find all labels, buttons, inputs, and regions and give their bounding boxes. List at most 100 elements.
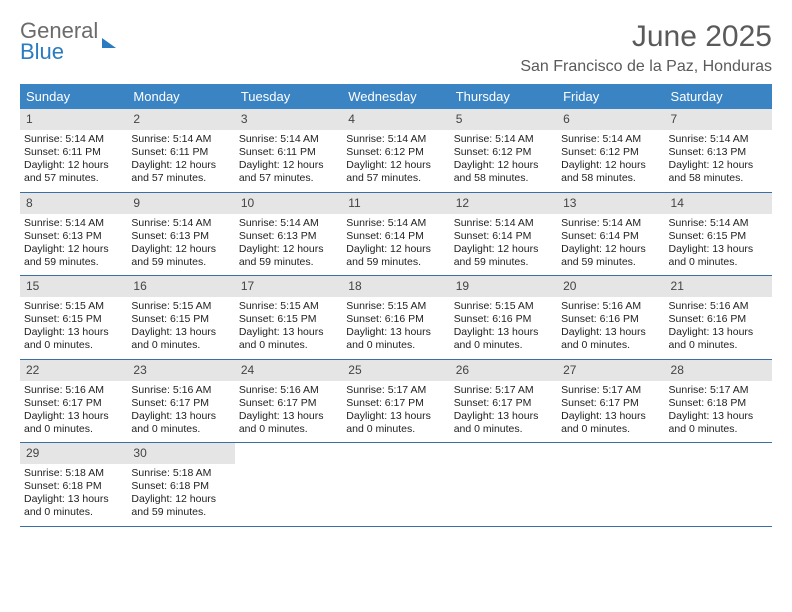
day-cell [665,443,772,526]
day-body: Sunrise: 5:17 AMSunset: 6:17 PMDaylight:… [557,384,664,437]
sunset-line: Sunset: 6:17 PM [454,397,553,410]
day-body: Sunrise: 5:14 AMSunset: 6:14 PMDaylight:… [342,217,449,270]
sunset-line: Sunset: 6:15 PM [131,313,230,326]
day-number: 5 [450,109,557,130]
sunrise-line: Sunrise: 5:14 AM [24,217,123,230]
dow-sunday: Sunday [20,84,127,109]
day-cell: 14Sunrise: 5:14 AMSunset: 6:15 PMDayligh… [665,193,772,276]
daylight-line: Daylight: 13 hours and 0 minutes. [346,410,445,436]
sunset-line: Sunset: 6:18 PM [131,480,230,493]
day-cell: 4Sunrise: 5:14 AMSunset: 6:12 PMDaylight… [342,109,449,192]
day-cell [557,443,664,526]
daylight-line: Daylight: 13 hours and 0 minutes. [239,410,338,436]
sunrise-line: Sunrise: 5:18 AM [24,467,123,480]
day-cell: 30Sunrise: 5:18 AMSunset: 6:18 PMDayligh… [127,443,234,526]
sunrise-line: Sunrise: 5:15 AM [239,300,338,313]
sunrise-line: Sunrise: 5:14 AM [239,133,338,146]
sunrise-line: Sunrise: 5:16 AM [669,300,768,313]
daylight-line: Daylight: 12 hours and 57 minutes. [24,159,123,185]
day-body: Sunrise: 5:17 AMSunset: 6:17 PMDaylight:… [450,384,557,437]
daylight-line: Daylight: 13 hours and 0 minutes. [561,410,660,436]
day-number: 10 [235,193,342,214]
sunrise-line: Sunrise: 5:14 AM [669,217,768,230]
day-body: Sunrise: 5:17 AMSunset: 6:17 PMDaylight:… [342,384,449,437]
daylight-line: Daylight: 12 hours and 59 minutes. [131,243,230,269]
day-body: Sunrise: 5:14 AMSunset: 6:12 PMDaylight:… [450,133,557,186]
sunset-line: Sunset: 6:15 PM [239,313,338,326]
day-cell: 10 Sunrise: 5:14 AMSunset: 6:13 PMDayligh… [235,193,342,276]
day-number: 4 [342,109,449,130]
day-number: 27 [557,360,664,381]
sunrise-line: Sunrise: 5:14 AM [346,133,445,146]
day-body: Sunrise: 5:14 AMSunset: 6:13 PMDaylight:… [235,217,342,270]
sunrise-line: Sunrise: 5:14 AM [131,217,230,230]
day-of-week-row: Sunday Monday Tuesday Wednesday Thursday… [20,84,772,109]
day-cell: 20Sunrise: 5:16 AMSunset: 6:16 PMDayligh… [557,276,664,359]
title-block: June 2025 San Francisco de la Paz, Hondu… [520,20,772,76]
day-number: 29 [20,443,127,464]
sunrise-line: Sunrise: 5:14 AM [131,133,230,146]
day-body: Sunrise: 5:15 AMSunset: 6:15 PMDaylight:… [127,300,234,353]
brand-text: General Blue [20,20,98,63]
day-number: 18 [342,276,449,297]
sunrise-line: Sunrise: 5:16 AM [239,384,338,397]
sunset-line: Sunset: 6:17 PM [24,397,123,410]
sunrise-line: Sunrise: 5:15 AM [346,300,445,313]
daylight-line: Daylight: 13 hours and 0 minutes. [561,326,660,352]
day-cell: 21 Sunrise: 5:16 AMSunset: 6:16 PMDayligh… [665,276,772,359]
sunrise-line: Sunrise: 5:14 AM [454,133,553,146]
day-cell: 28Sunrise: 5:17 AMSunset: 6:18 PMDayligh… [665,360,772,443]
daylight-line: Daylight: 13 hours and 0 minutes. [239,326,338,352]
day-number: 21 [665,276,772,297]
sunrise-line: Sunrise: 5:17 AM [669,384,768,397]
weeks-container: 1Sunrise: 5:14 AMSunset: 6:11 PMDaylight… [20,109,772,527]
sunrise-line: Sunrise: 5:18 AM [131,467,230,480]
sunset-line: Sunset: 6:12 PM [346,146,445,159]
day-cell: 18Sunrise: 5:15 AMSunset: 6:16 PMDayligh… [342,276,449,359]
day-cell: 6Sunrise: 5:14 AMSunset: 6:12 PMDaylight… [557,109,664,192]
day-cell [342,443,449,526]
day-cell: 29Sunrise: 5:18 AMSunset: 6:18 PMDayligh… [20,443,127,526]
dow-monday: Monday [127,84,234,109]
day-body: Sunrise: 5:15 AMSunset: 6:16 PMDaylight:… [450,300,557,353]
day-cell: 19Sunrise: 5:15 AMSunset: 6:16 PMDayligh… [450,276,557,359]
day-body: Sunrise: 5:15 AMSunset: 6:15 PMDaylight:… [20,300,127,353]
week-row: 29Sunrise: 5:18 AMSunset: 6:18 PMDayligh… [20,443,772,527]
day-cell: 26 Sunrise: 5:17 AMSunset: 6:17 PMDayligh… [450,360,557,443]
daylight-line: Daylight: 12 hours and 58 minutes. [454,159,553,185]
day-body: Sunrise: 5:16 AMSunset: 6:16 PMDaylight:… [665,300,772,353]
day-number: 6 [557,109,664,130]
dow-friday: Friday [557,84,664,109]
sunset-line: Sunset: 6:18 PM [669,397,768,410]
day-cell: 2Sunrise: 5:14 AMSunset: 6:11 PMDaylight… [127,109,234,192]
sunset-line: Sunset: 6:17 PM [239,397,338,410]
day-cell: 25Sunrise: 5:17 AMSunset: 6:17 PMDayligh… [342,360,449,443]
day-body: Sunrise: 5:17 AMSunset: 6:18 PMDaylight:… [665,384,772,437]
day-number: 23 [127,360,234,381]
daylight-line: Daylight: 13 hours and 0 minutes. [346,326,445,352]
day-body: Sunrise: 5:16 AMSunset: 6:17 PMDaylight:… [20,384,127,437]
daylight-line: Daylight: 13 hours and 0 minutes. [131,410,230,436]
day-body: Sunrise: 5:15 AMSunset: 6:15 PMDaylight:… [235,300,342,353]
daylight-line: Daylight: 12 hours and 59 minutes. [346,243,445,269]
day-cell [450,443,557,526]
brand-line2: Blue [20,41,98,63]
day-number: 26 [450,360,557,381]
dow-wednesday: Wednesday [342,84,449,109]
day-cell: 17 Sunrise: 5:15 AMSunset: 6:15 PMDayligh… [235,276,342,359]
day-number: 17 [235,276,342,297]
daylight-line: Daylight: 12 hours and 58 minutes. [669,159,768,185]
location-label: San Francisco de la Paz, Honduras [520,58,772,76]
sunrise-line: Sunrise: 5:14 AM [24,133,123,146]
sunrise-line: Sunrise: 5:14 AM [454,217,553,230]
day-body: Sunrise: 5:14 AMSunset: 6:14 PMDaylight:… [450,217,557,270]
sunset-line: Sunset: 6:14 PM [346,230,445,243]
dow-tuesday: Tuesday [235,84,342,109]
day-number: 22 [20,360,127,381]
day-number: 8 [20,193,127,214]
sunset-line: Sunset: 6:15 PM [669,230,768,243]
day-body: Sunrise: 5:14 AMSunset: 6:13 PMDaylight:… [20,217,127,270]
day-number: 1 [20,109,127,130]
sunrise-line: Sunrise: 5:17 AM [561,384,660,397]
day-cell: 11Sunrise: 5:14 AMSunset: 6:14 PMDayligh… [342,193,449,276]
